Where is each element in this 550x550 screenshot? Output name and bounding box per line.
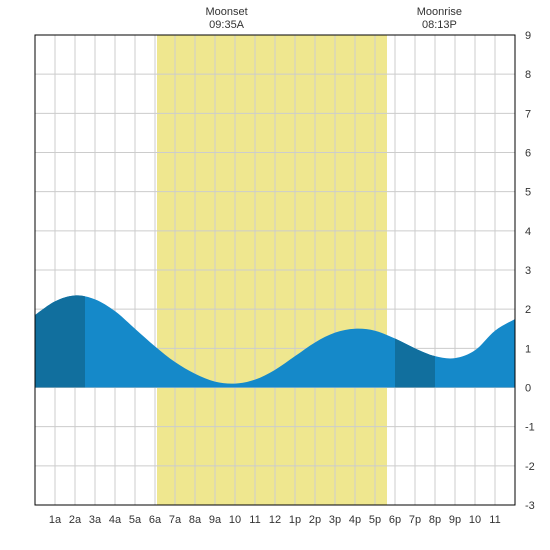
x-tick-label: 7p: [409, 514, 421, 526]
moonset-time: 09:35A: [209, 19, 245, 31]
x-tick-label: 1p: [289, 514, 301, 526]
y-tick-label: 7: [525, 108, 531, 120]
y-tick-label: 3: [525, 265, 531, 277]
x-tick-label: 7a: [169, 514, 182, 526]
y-tick-label: 1: [525, 343, 531, 355]
moonrise-title: Moonrise: [417, 6, 462, 18]
y-tick-label: 2: [525, 304, 531, 316]
y-tick-label: 8: [525, 69, 531, 81]
x-tick-label: 5p: [369, 514, 381, 526]
x-tick-label: 12: [269, 514, 281, 526]
x-tick-label: 8p: [429, 514, 441, 526]
x-tick-label: 3p: [329, 514, 341, 526]
y-tick-label: -3: [525, 500, 535, 512]
x-tick-label: 4a: [109, 514, 122, 526]
x-tick-label: 8a: [189, 514, 202, 526]
x-tick-label: 2p: [309, 514, 321, 526]
x-tick-label: 6p: [389, 514, 401, 526]
moonset-title: Moonset: [205, 6, 247, 18]
x-tick-label: 11: [489, 514, 500, 526]
chart-svg: 1a2a3a4a5a6a7a8a9a1011121p2p3p4p5p6p7p8p…: [0, 0, 550, 550]
y-tick-label: 6: [525, 148, 531, 160]
x-tick-label: 1a: [49, 514, 62, 526]
y-tick-label: -1: [525, 422, 535, 434]
x-tick-label: 10: [229, 514, 241, 526]
x-tick-label: 10: [469, 514, 481, 526]
x-tick-label: 4p: [349, 514, 361, 526]
x-tick-label: 9p: [449, 514, 461, 526]
y-tick-label: 5: [525, 187, 531, 199]
x-tick-label: 5a: [129, 514, 142, 526]
x-tick-label: 2a: [69, 514, 82, 526]
y-tick-label: 4: [525, 226, 531, 238]
y-tick-label: -2: [525, 461, 535, 473]
x-tick-label: 3a: [89, 514, 102, 526]
x-tick-label: 11: [249, 514, 260, 526]
moonrise-time: 08:13P: [422, 19, 457, 31]
y-tick-label: 0: [525, 383, 531, 395]
tide-chart: 1a2a3a4a5a6a7a8a9a1011121p2p3p4p5p6p7p8p…: [0, 0, 550, 550]
x-tick-label: 9a: [209, 514, 222, 526]
x-tick-label: 6a: [149, 514, 162, 526]
y-tick-label: 9: [525, 30, 531, 42]
